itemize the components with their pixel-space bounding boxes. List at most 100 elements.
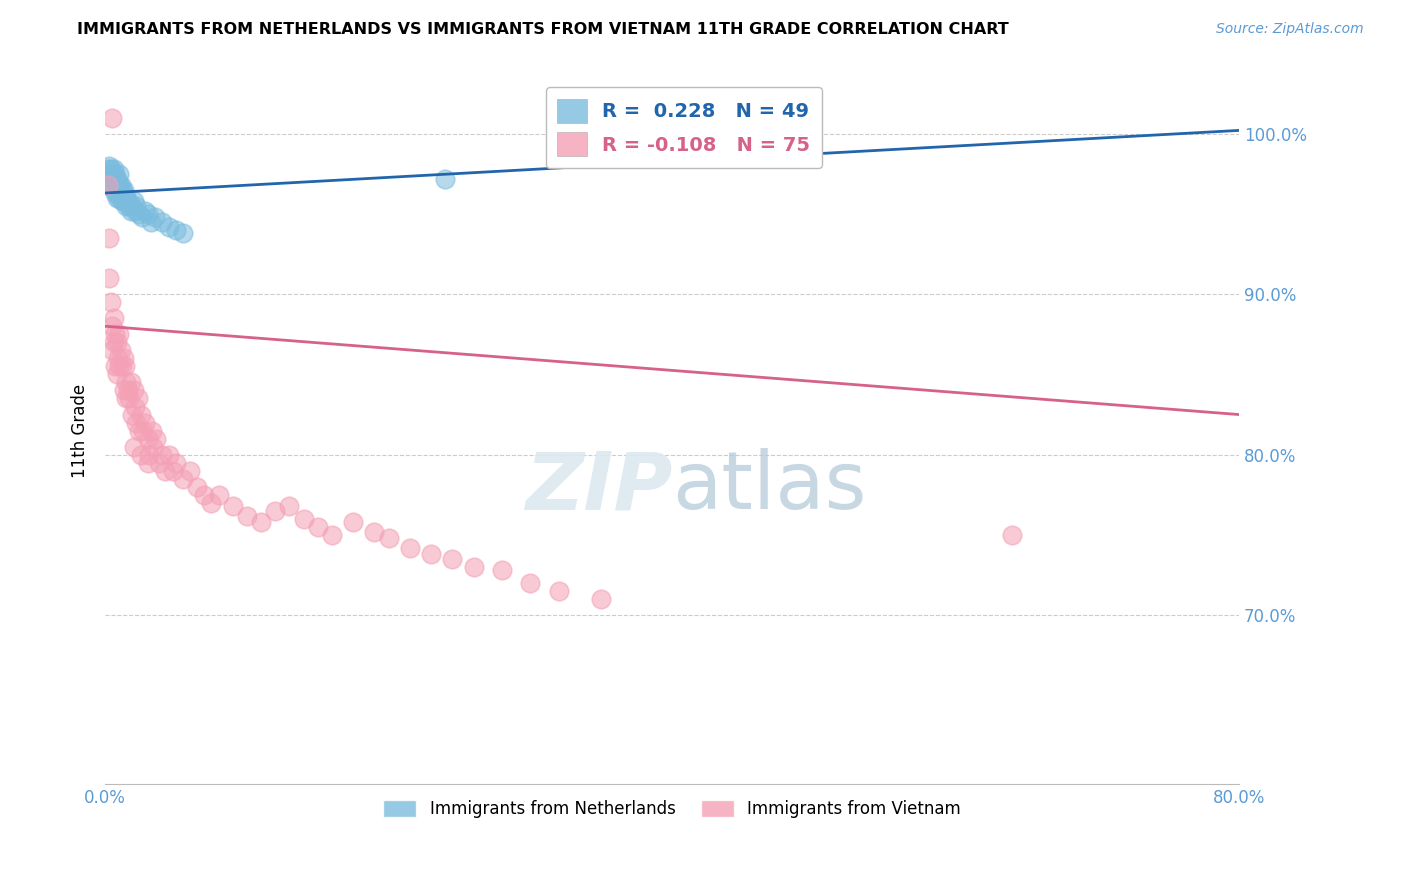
Point bbox=[200, 496, 222, 510]
Point bbox=[104, 359, 127, 374]
Point bbox=[114, 359, 136, 374]
Point bbox=[127, 392, 149, 406]
Point bbox=[186, 480, 208, 494]
Point bbox=[105, 191, 128, 205]
Point bbox=[128, 207, 150, 221]
Point bbox=[136, 432, 159, 446]
Point bbox=[97, 178, 120, 192]
Point bbox=[124, 400, 146, 414]
Point bbox=[107, 175, 129, 189]
Point bbox=[103, 311, 125, 326]
Point bbox=[112, 194, 135, 208]
Point bbox=[124, 203, 146, 218]
Point bbox=[463, 560, 485, 574]
Point bbox=[105, 368, 128, 382]
Point bbox=[122, 194, 145, 208]
Point bbox=[125, 416, 148, 430]
Point bbox=[104, 167, 127, 181]
Point bbox=[118, 199, 141, 213]
Point bbox=[136, 207, 159, 221]
Point bbox=[104, 186, 127, 200]
Point bbox=[107, 351, 129, 366]
Point bbox=[136, 456, 159, 470]
Point bbox=[250, 515, 273, 529]
Point bbox=[377, 531, 399, 545]
Point bbox=[342, 515, 364, 529]
Point bbox=[129, 448, 152, 462]
Point bbox=[132, 424, 155, 438]
Point bbox=[108, 191, 131, 205]
Text: IMMIGRANTS FROM NETHERLANDS VS IMMIGRANTS FROM VIETNAM 11TH GRADE CORRELATION CH: IMMIGRANTS FROM NETHERLANDS VS IMMIGRANT… bbox=[77, 22, 1010, 37]
Point bbox=[108, 359, 131, 374]
Point bbox=[575, 123, 598, 137]
Point bbox=[111, 194, 134, 208]
Point bbox=[100, 171, 122, 186]
Point bbox=[108, 327, 131, 342]
Point bbox=[110, 178, 132, 192]
Point bbox=[162, 464, 184, 478]
Point bbox=[101, 319, 124, 334]
Point bbox=[112, 384, 135, 398]
Point bbox=[103, 183, 125, 197]
Point bbox=[141, 424, 163, 438]
Point bbox=[101, 178, 124, 192]
Point bbox=[165, 223, 187, 237]
Point bbox=[125, 199, 148, 213]
Point bbox=[519, 576, 541, 591]
Y-axis label: 11th Grade: 11th Grade bbox=[72, 384, 89, 477]
Point bbox=[420, 547, 443, 561]
Point bbox=[112, 183, 135, 197]
Point bbox=[321, 528, 343, 542]
Point bbox=[591, 592, 613, 607]
Point bbox=[441, 552, 464, 566]
Point bbox=[143, 210, 166, 224]
Point bbox=[145, 432, 167, 446]
Point bbox=[115, 376, 138, 390]
Point bbox=[103, 161, 125, 176]
Point bbox=[117, 194, 139, 208]
Point bbox=[547, 584, 569, 599]
Point bbox=[153, 464, 176, 478]
Point bbox=[98, 271, 121, 285]
Point bbox=[111, 359, 134, 374]
Point bbox=[115, 392, 138, 406]
Point bbox=[98, 231, 121, 245]
Point bbox=[110, 343, 132, 358]
Point bbox=[108, 167, 131, 181]
Point bbox=[134, 203, 156, 218]
Point bbox=[363, 524, 385, 539]
Point bbox=[98, 167, 121, 181]
Point bbox=[105, 171, 128, 186]
Point bbox=[101, 343, 124, 358]
Point bbox=[101, 167, 124, 181]
Point bbox=[148, 456, 170, 470]
Point bbox=[117, 384, 139, 398]
Point bbox=[399, 541, 422, 555]
Point bbox=[129, 408, 152, 422]
Point bbox=[105, 178, 128, 192]
Point bbox=[104, 327, 127, 342]
Point bbox=[98, 159, 121, 173]
Point bbox=[112, 351, 135, 366]
Point bbox=[105, 335, 128, 350]
Point bbox=[122, 440, 145, 454]
Point bbox=[138, 448, 160, 462]
Text: ZIP: ZIP bbox=[524, 448, 672, 526]
Point bbox=[150, 215, 173, 229]
Point bbox=[115, 199, 138, 213]
Point bbox=[122, 384, 145, 398]
Point bbox=[103, 171, 125, 186]
Point bbox=[222, 499, 245, 513]
Point bbox=[139, 215, 162, 229]
Point bbox=[307, 520, 329, 534]
Point bbox=[1001, 528, 1024, 542]
Point bbox=[150, 448, 173, 462]
Point bbox=[100, 161, 122, 176]
Point bbox=[128, 424, 150, 438]
Point bbox=[120, 203, 142, 218]
Point bbox=[172, 472, 194, 486]
Point bbox=[131, 210, 153, 224]
Point bbox=[292, 512, 315, 526]
Point bbox=[107, 186, 129, 200]
Point bbox=[103, 335, 125, 350]
